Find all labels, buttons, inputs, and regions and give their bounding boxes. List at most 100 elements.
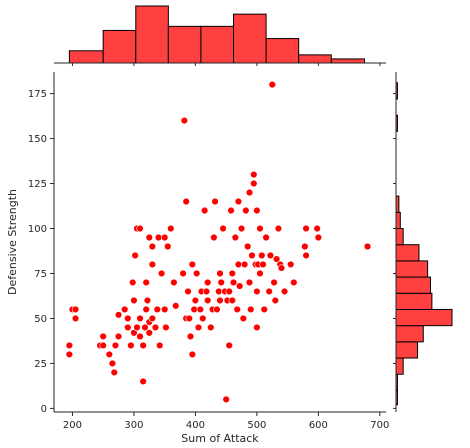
scatter-point	[253, 323, 261, 332]
scatter-point	[71, 314, 80, 323]
scatter-point	[266, 251, 275, 260]
scatter-point	[235, 282, 244, 290]
right-histogram-bar	[395, 341, 419, 359]
scatter-point	[148, 260, 157, 269]
scatter-point	[229, 278, 238, 287]
right-histogram-bar	[395, 228, 404, 246]
scatter-point	[127, 341, 135, 350]
scatter-point	[65, 350, 74, 359]
scatter-point	[105, 350, 114, 359]
x-tick-label: 300	[124, 420, 143, 431]
scatter-point	[71, 305, 80, 314]
scatter-point	[247, 305, 255, 314]
scatter-point	[233, 305, 241, 314]
scatter-point	[242, 206, 250, 215]
scatter-point	[139, 341, 147, 350]
scatter-point	[237, 224, 246, 233]
scatter-point	[136, 314, 144, 323]
scatter-point	[111, 341, 120, 350]
scatter-point	[268, 80, 276, 89]
x-tick-label: 500	[247, 420, 266, 431]
scatter-point	[151, 323, 160, 332]
scatter-point	[142, 305, 150, 314]
scatter-points	[65, 80, 372, 404]
scatter-point	[313, 224, 321, 233]
scatter-point	[199, 314, 207, 323]
scatter-point	[184, 287, 192, 296]
scatter-point	[110, 368, 118, 377]
scatter-point	[262, 233, 270, 242]
top-histogram-bar	[167, 25, 202, 64]
scatter-point	[245, 188, 254, 197]
y-tick-label: 150	[28, 134, 47, 145]
scatter-point	[256, 269, 264, 278]
scatter-point	[204, 278, 212, 287]
scatter-point	[258, 251, 266, 260]
top-histogram-bar	[298, 54, 332, 64]
scatter-point	[234, 260, 243, 269]
scatter-point	[204, 296, 212, 305]
scatter-point	[243, 242, 252, 251]
scatter-point	[253, 206, 261, 215]
scatter-point	[259, 260, 267, 269]
x-axis-label: Sum of Attack	[181, 432, 259, 445]
scatter-point	[148, 314, 157, 323]
top-histogram-bar	[200, 25, 235, 64]
scatter-point	[139, 377, 147, 386]
x-axis-ticks: 200 300 400 500 600 700	[63, 412, 389, 431]
scatter-point	[253, 287, 261, 296]
scatter-point	[248, 251, 256, 260]
right-histogram-bar	[395, 308, 453, 327]
scatter-point	[186, 332, 195, 341]
scatter-point	[217, 278, 225, 287]
scatter-point	[172, 302, 180, 310]
right-histogram-bar	[395, 292, 433, 310]
x-tick-label: 200	[63, 420, 82, 431]
scatter-point	[274, 224, 283, 233]
scatter-point	[219, 224, 227, 233]
scatter-point	[216, 296, 224, 305]
scatter-point	[240, 260, 249, 269]
right-histogram-bar	[395, 244, 420, 262]
scatter-point	[157, 269, 166, 278]
right-histogram-bar	[395, 357, 404, 375]
scatter-point	[108, 359, 117, 368]
scatter-point	[211, 197, 219, 206]
scatter-point	[363, 242, 372, 251]
scatter-point	[153, 305, 161, 314]
scatter-point	[314, 233, 323, 242]
scatter-point	[265, 287, 273, 296]
right-histogram-bar	[395, 276, 431, 294]
scatter-point	[136, 224, 144, 233]
y-tick-label: 0	[41, 404, 47, 415]
scatter-point	[143, 296, 152, 305]
scatter-point	[136, 332, 144, 341]
scatter-point	[162, 323, 170, 332]
scatter-point	[256, 224, 264, 233]
x-tick-label: 400	[186, 420, 205, 431]
scatter-point	[124, 314, 132, 323]
scatter-point	[245, 278, 254, 287]
scatter-point	[185, 314, 193, 323]
scatter-point	[210, 233, 218, 242]
scatter-point	[180, 116, 189, 125]
scatter-point	[99, 332, 107, 341]
scatter-point	[280, 287, 289, 296]
y-tick-label: 75	[34, 269, 47, 280]
x-tick-label: 700	[370, 420, 389, 431]
scatter-point	[191, 296, 200, 305]
scatter-point	[301, 242, 309, 251]
scatter-point	[302, 251, 310, 260]
scatter-point	[148, 242, 157, 251]
scatter-point	[182, 197, 190, 206]
scatter-point	[142, 278, 150, 287]
scatter-point	[287, 260, 295, 269]
scatter-point	[167, 224, 175, 233]
scatter-point	[179, 269, 187, 278]
y-tick-label: 25	[34, 359, 47, 370]
scatter-point	[154, 233, 163, 242]
y-tick-label: 50	[34, 314, 47, 325]
y-axis-label: Defensive Strength	[6, 189, 19, 295]
scatter-point	[228, 296, 236, 305]
scatter-point	[260, 305, 268, 314]
